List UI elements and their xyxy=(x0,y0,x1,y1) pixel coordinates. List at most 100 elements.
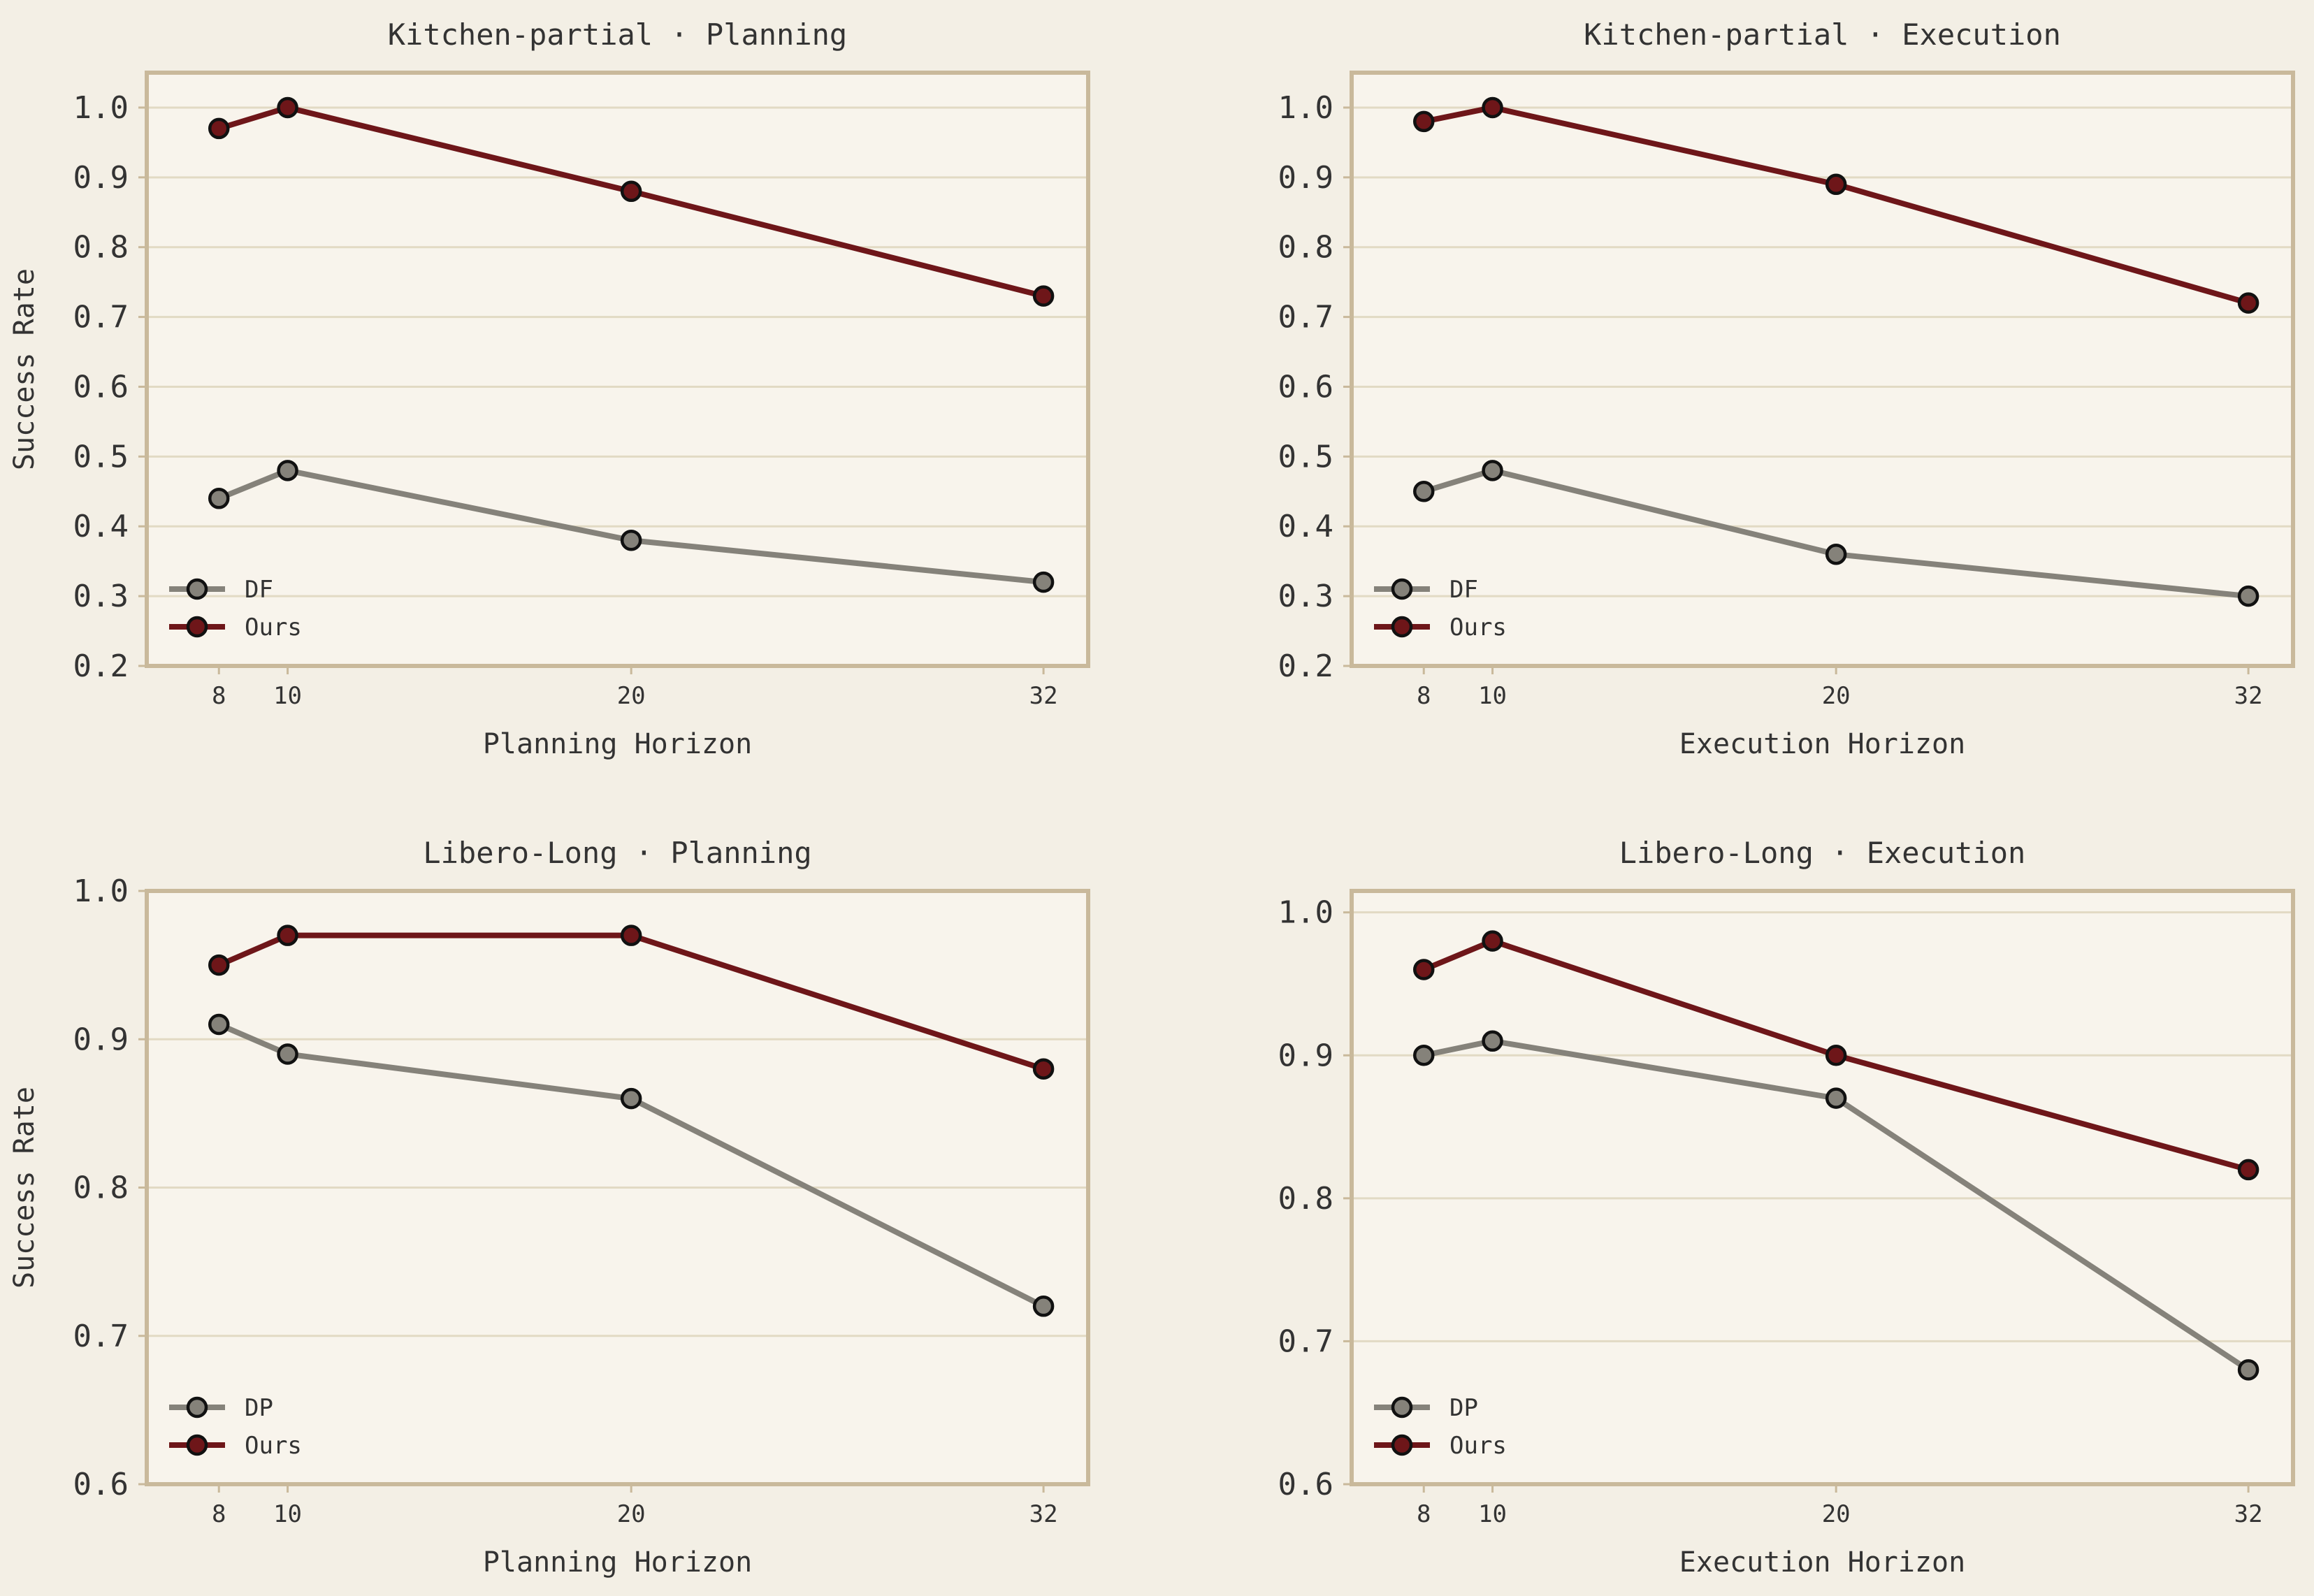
data-point-ours xyxy=(208,954,230,976)
x-tick-label: 20 xyxy=(617,682,646,710)
series-line-df xyxy=(216,467,1047,586)
data-point-ours xyxy=(1482,930,1503,952)
plot-frame xyxy=(145,71,1090,668)
series-line-ours xyxy=(1421,938,2252,1173)
data-point-ours xyxy=(1032,285,1055,307)
x-tick-label: 20 xyxy=(617,1500,646,1528)
y-tick-label: 0.7 xyxy=(73,300,129,335)
x-axis-label: Execution Horizon xyxy=(1679,1546,1965,1579)
y-tick-label: 1.0 xyxy=(73,90,129,126)
data-point-ours xyxy=(1032,1058,1055,1080)
y-tick-label: 0.3 xyxy=(73,579,129,614)
data-point-ours xyxy=(1412,959,1435,980)
series-line-dp xyxy=(1421,1038,2252,1373)
legend-marker-ours xyxy=(1391,1434,1413,1456)
x-tick-label: 8 xyxy=(1417,1500,1431,1528)
data-point-ours xyxy=(620,924,642,946)
data-point-dp xyxy=(1825,1087,1847,1109)
plot-area xyxy=(147,73,1088,666)
y-tick-label: 0.7 xyxy=(1278,1323,1333,1359)
legend-marker-ours xyxy=(186,616,208,638)
legend-label: DP xyxy=(1449,1394,1478,1422)
y-tick-label: 1.0 xyxy=(1278,90,1333,126)
y-tick-label: 0.4 xyxy=(1278,509,1333,544)
data-point-dp xyxy=(277,1043,298,1065)
legend-marker-df xyxy=(186,578,208,600)
y-tick-label: 0.6 xyxy=(1278,1467,1333,1502)
legend-label: DP xyxy=(245,1394,273,1422)
y-tick-label: 0.6 xyxy=(1278,369,1333,405)
y-tick-label: 0.9 xyxy=(73,1022,129,1057)
y-tick-label: 0.8 xyxy=(73,230,129,266)
chart-kitchen-execution: 0.2 0.3 0.4 0.5 0.6 0.7 0.8 0.9 1.0 8 10 20 32 Kitche… xyxy=(1278,17,2295,760)
legend: DF Ours xyxy=(169,576,302,641)
series-line-ours xyxy=(1421,104,2252,306)
plot-area xyxy=(1352,73,2293,666)
data-point-ours xyxy=(2237,292,2259,314)
data-point-df xyxy=(620,529,642,551)
y-tick-label: 0.3 xyxy=(1278,579,1333,614)
x-tick-label: 32 xyxy=(1029,682,1058,710)
series-line-df xyxy=(1421,467,2252,600)
y-tick-label: 0.9 xyxy=(73,160,129,196)
plot-frame xyxy=(145,889,1090,1486)
plot-frame xyxy=(1350,889,2295,1486)
data-point-df xyxy=(208,488,230,509)
legend: DP Ours xyxy=(1374,1394,1507,1460)
chart-title: Kitchen-partial · Planning xyxy=(388,17,847,52)
series-line-dp xyxy=(216,1022,1047,1310)
data-point-dp xyxy=(208,1013,230,1036)
x-tick-label: 8 xyxy=(212,682,226,710)
data-point-dp xyxy=(620,1087,642,1110)
x-tick-label: 20 xyxy=(1822,1500,1851,1528)
y-tick-label: 0.6 xyxy=(73,1467,129,1502)
data-point-dp xyxy=(2237,1359,2259,1381)
y-tick-label: 0.8 xyxy=(73,1170,129,1206)
data-point-df xyxy=(1482,460,1503,481)
x-tick-label: 8 xyxy=(1417,682,1431,710)
x-axis-label: Planning Horizon xyxy=(483,728,752,760)
legend-marker-ours xyxy=(1391,616,1413,638)
legend-marker-ours xyxy=(186,1434,208,1456)
data-point-ours xyxy=(620,180,642,203)
legend-marker-dp xyxy=(1391,1396,1413,1419)
legend-marker-df xyxy=(1391,578,1413,600)
legend-label: Ours xyxy=(245,614,302,641)
legend: DF Ours xyxy=(1374,576,1507,641)
data-point-ours xyxy=(277,924,298,946)
x-tick-label: 10 xyxy=(1478,1500,1507,1528)
y-tick-label: 0.8 xyxy=(1278,230,1333,266)
y-tick-label: 0.2 xyxy=(73,648,129,684)
x-tick-label: 10 xyxy=(1478,682,1507,710)
y-tick-label: 0.2 xyxy=(1278,648,1333,684)
data-point-dp xyxy=(1032,1296,1055,1317)
chart-title: Libero-Long · Execution xyxy=(1619,836,2026,870)
data-point-df xyxy=(277,460,298,481)
x-tick-label: 10 xyxy=(273,682,302,710)
legend: DP Ours xyxy=(169,1394,302,1460)
data-point-dp xyxy=(1412,1045,1435,1066)
y-tick-label: 0.7 xyxy=(1278,300,1333,335)
y-tick-label: 0.7 xyxy=(73,1319,129,1354)
y-tick-label: 1.0 xyxy=(73,873,129,909)
plot-area xyxy=(1352,891,2293,1484)
x-tick-label: 32 xyxy=(2234,1500,2263,1528)
x-tick-label: 10 xyxy=(273,1500,302,1528)
chart-title: Kitchen-partial · Execution xyxy=(1584,17,2061,52)
x-tick-label: 32 xyxy=(1029,1500,1058,1528)
y-tick-label: 0.4 xyxy=(73,509,129,544)
legend-label: DF xyxy=(245,576,273,604)
y-tick-label: 0.9 xyxy=(1278,160,1333,196)
chart-kitchen-planning: 0.2 0.3 0.4 0.5 0.6 0.7 0.8 0.9 1.0 8 10 20 32 Kitche… xyxy=(8,17,1090,760)
y-axis-label: Success Rate xyxy=(8,1087,41,1289)
y-tick-label: 0.5 xyxy=(73,439,129,474)
x-tick-label: 20 xyxy=(1822,682,1851,710)
x-axis-label: Execution Horizon xyxy=(1679,728,1965,760)
data-point-df xyxy=(1825,543,1847,565)
chart-libero-planning: 0.6 0.7 0.8 0.9 1.0 8 10 20 32 Libero-Long · Plan… xyxy=(8,836,1090,1579)
y-tick-label: 0.9 xyxy=(1278,1038,1333,1073)
y-tick-label: 0.6 xyxy=(73,369,129,405)
x-tick-label: 32 xyxy=(2234,682,2263,710)
y-tick-label: 0.8 xyxy=(1278,1181,1333,1217)
